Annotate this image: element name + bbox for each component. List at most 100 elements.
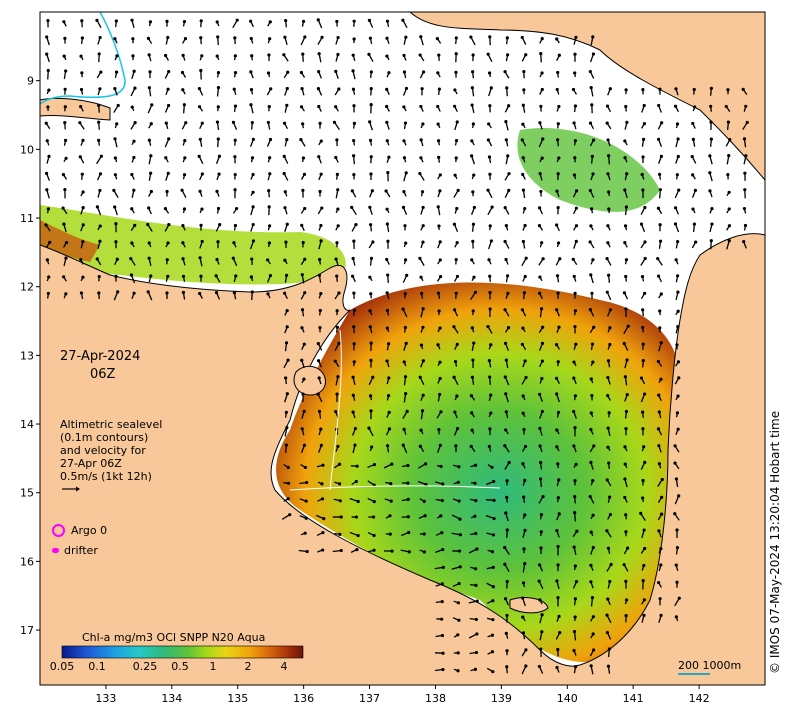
velocity-arrow-head bbox=[488, 427, 492, 431]
land-groote-eylandt bbox=[293, 365, 326, 396]
velocity-arrow-head bbox=[386, 171, 390, 175]
velocity-arrow-head bbox=[727, 154, 731, 158]
velocity-arrow-head bbox=[473, 667, 477, 671]
velocity-arrow-head bbox=[472, 173, 476, 177]
velocity-arrow-head bbox=[521, 581, 526, 585]
velocity-arrow-head bbox=[555, 37, 559, 41]
velocity-arrow-head bbox=[456, 651, 460, 655]
velocity-arrow-head bbox=[387, 155, 391, 159]
velocity-arrow-head bbox=[589, 580, 593, 584]
velocity-arrow-head bbox=[403, 375, 408, 379]
velocity-arrow-head bbox=[624, 579, 628, 583]
velocity-arrow-head bbox=[452, 325, 456, 329]
velocity-arrow-head bbox=[385, 54, 389, 58]
velocity-arrow-head bbox=[456, 188, 460, 193]
velocity-arrow-head bbox=[588, 308, 593, 312]
velocity-arrow-head bbox=[48, 240, 52, 244]
velocity-arrow-head bbox=[503, 70, 507, 74]
velocity-arrow-head bbox=[317, 104, 321, 109]
velocity-arrow-head bbox=[63, 36, 67, 41]
velocity-arrow-head bbox=[708, 189, 712, 193]
velocity-arrow-head bbox=[538, 563, 542, 567]
velocity-arrow-head bbox=[438, 392, 442, 397]
colorbar-tick-label: 0.25 bbox=[132, 660, 158, 673]
velocity-arrow-head bbox=[387, 376, 391, 380]
velocity-arrow-head bbox=[540, 37, 544, 41]
velocity-arrow-head bbox=[149, 122, 153, 126]
velocity-arrow-head bbox=[421, 205, 425, 210]
velocity-arrow-head bbox=[572, 444, 576, 448]
velocity-arrow-head bbox=[163, 207, 168, 211]
velocity-arrow-head bbox=[367, 18, 372, 23]
velocity-arrow-head bbox=[592, 444, 596, 448]
lon-tick-label: 142 bbox=[689, 692, 710, 705]
velocity-arrow-head bbox=[557, 614, 561, 618]
sealevel-contours bbox=[289, 329, 501, 491]
velocity-arrow-head bbox=[114, 222, 118, 226]
velocity-arrow-head bbox=[590, 207, 594, 211]
velocity-arrow-head bbox=[438, 326, 442, 330]
velocity-arrow-head bbox=[336, 444, 340, 448]
velocity-arrow-head bbox=[438, 275, 443, 279]
velocity-arrow-head bbox=[642, 598, 646, 602]
velocity-arrow-head bbox=[251, 172, 255, 177]
velocity-arrow-head bbox=[300, 223, 304, 227]
velocity-arrow-head bbox=[458, 533, 462, 537]
velocity-arrow-head bbox=[641, 188, 645, 192]
velocity-arrow-head bbox=[573, 426, 577, 430]
velocity-arrow-head bbox=[556, 291, 560, 295]
velocity-arrow-head bbox=[475, 547, 479, 551]
velocity-arrow-head bbox=[232, 87, 236, 91]
velocity-arrow-head bbox=[317, 70, 321, 74]
velocity-arrow-head bbox=[419, 156, 423, 160]
velocity-arrow-head bbox=[709, 86, 713, 90]
velocity-arrow-head bbox=[504, 392, 508, 396]
velocity-arrow-head bbox=[389, 499, 393, 503]
chlorophyll-nw-coast bbox=[40, 220, 100, 262]
velocity-arrow-head bbox=[334, 257, 338, 261]
velocity-arrow-head bbox=[605, 290, 609, 294]
velocity-arrow-head bbox=[300, 427, 304, 431]
velocity-arrow-head bbox=[368, 138, 373, 143]
velocity-arrow-head bbox=[623, 462, 627, 466]
velocity-arrow-head bbox=[45, 258, 49, 262]
velocity-arrow-head bbox=[402, 427, 406, 431]
velocity-arrow-head bbox=[98, 224, 102, 228]
velocity-arrow-head bbox=[317, 52, 321, 56]
velocity-arrow-head bbox=[267, 53, 271, 57]
velocity-arrow-head bbox=[455, 274, 460, 279]
velocity-arrow-head bbox=[727, 207, 731, 211]
velocity-arrow-head bbox=[334, 410, 338, 414]
velocity-arrow-head bbox=[642, 445, 646, 449]
velocity-arrow-head bbox=[676, 360, 681, 364]
velocity-arrow-head bbox=[492, 479, 496, 484]
velocity-arrow-head bbox=[352, 291, 356, 295]
velocity-arrow-head bbox=[215, 20, 219, 24]
velocity-arrow-head bbox=[336, 375, 340, 379]
velocity-arrow-head bbox=[385, 139, 389, 143]
velocity-arrow-head bbox=[115, 122, 119, 126]
velocity-arrow-head bbox=[609, 562, 613, 567]
velocity-arrow-head bbox=[439, 464, 443, 469]
velocity-arrow-head bbox=[606, 375, 610, 380]
velocity-arrow-head bbox=[521, 631, 526, 635]
velocity-arrow-head bbox=[452, 375, 456, 379]
velocity-arrow-head bbox=[200, 54, 204, 58]
velocity-arrow-head bbox=[197, 105, 202, 109]
velocity-arrow-head bbox=[352, 172, 356, 177]
map-frame bbox=[39, 11, 766, 686]
velocity-arrow-head bbox=[216, 240, 220, 244]
velocity-arrow-head bbox=[356, 533, 360, 538]
velocity-arrow-head bbox=[490, 633, 495, 637]
velocity-arrow-head bbox=[319, 223, 323, 228]
velocity-arrow-head bbox=[571, 87, 576, 92]
velocity-arrow-head bbox=[455, 206, 459, 211]
velocity-arrow-head bbox=[727, 190, 731, 194]
velocity-arrow-head bbox=[419, 275, 423, 279]
velocity-arrow-head bbox=[372, 462, 377, 467]
velocity-arrow-head bbox=[522, 495, 526, 499]
velocity-arrow-head bbox=[453, 173, 457, 177]
velocity-arrow-head bbox=[335, 325, 340, 329]
velocity-arrow-head bbox=[607, 461, 611, 465]
velocity-arrow-head bbox=[404, 86, 409, 91]
